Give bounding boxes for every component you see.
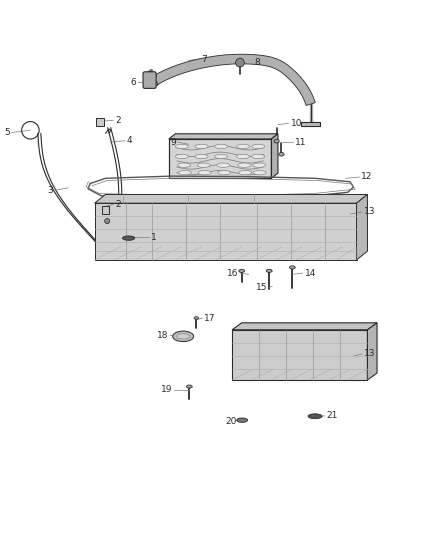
Ellipse shape xyxy=(252,144,265,149)
Ellipse shape xyxy=(253,171,266,175)
Polygon shape xyxy=(272,134,278,179)
Polygon shape xyxy=(169,134,278,139)
Ellipse shape xyxy=(253,163,266,167)
Ellipse shape xyxy=(195,154,208,159)
Text: 14: 14 xyxy=(304,269,316,278)
Ellipse shape xyxy=(217,163,230,167)
Ellipse shape xyxy=(198,171,211,175)
Ellipse shape xyxy=(123,236,135,240)
Polygon shape xyxy=(169,139,272,179)
Ellipse shape xyxy=(239,171,252,175)
Ellipse shape xyxy=(195,144,208,149)
Ellipse shape xyxy=(178,171,191,175)
Text: 21: 21 xyxy=(326,411,338,421)
Ellipse shape xyxy=(290,266,295,269)
Text: 9: 9 xyxy=(170,138,176,147)
Polygon shape xyxy=(357,195,367,260)
Text: 15: 15 xyxy=(256,283,268,292)
Text: 8: 8 xyxy=(255,58,261,67)
Text: 11: 11 xyxy=(295,138,307,147)
FancyBboxPatch shape xyxy=(143,72,156,88)
Ellipse shape xyxy=(197,163,210,167)
Ellipse shape xyxy=(237,154,250,159)
Text: 13: 13 xyxy=(364,349,375,358)
Text: 17: 17 xyxy=(204,313,215,322)
Ellipse shape xyxy=(194,317,198,319)
Text: 12: 12 xyxy=(361,173,373,182)
Text: 2: 2 xyxy=(115,200,121,209)
Text: 5: 5 xyxy=(4,128,10,137)
Text: 20: 20 xyxy=(226,417,237,426)
Circle shape xyxy=(105,219,110,224)
FancyBboxPatch shape xyxy=(102,206,110,214)
Text: 3: 3 xyxy=(48,185,53,195)
Ellipse shape xyxy=(237,144,250,149)
Ellipse shape xyxy=(187,385,192,388)
Polygon shape xyxy=(95,203,357,260)
Text: 6: 6 xyxy=(131,78,137,87)
Ellipse shape xyxy=(177,163,191,167)
Ellipse shape xyxy=(215,144,228,149)
Ellipse shape xyxy=(173,331,194,342)
Ellipse shape xyxy=(175,154,188,159)
Polygon shape xyxy=(301,122,320,126)
Polygon shape xyxy=(232,330,367,380)
Ellipse shape xyxy=(215,154,228,159)
Text: 16: 16 xyxy=(227,269,238,278)
FancyBboxPatch shape xyxy=(96,118,104,126)
Ellipse shape xyxy=(266,269,272,272)
Polygon shape xyxy=(367,323,377,380)
Polygon shape xyxy=(148,54,315,106)
Ellipse shape xyxy=(238,163,251,167)
Text: 2: 2 xyxy=(115,116,121,125)
Text: 7: 7 xyxy=(201,54,207,63)
Circle shape xyxy=(236,58,244,67)
Text: 18: 18 xyxy=(157,331,168,340)
Text: 13: 13 xyxy=(364,207,375,216)
Polygon shape xyxy=(95,195,367,203)
Ellipse shape xyxy=(237,418,247,422)
Ellipse shape xyxy=(274,140,279,143)
Ellipse shape xyxy=(252,154,265,159)
Text: 19: 19 xyxy=(161,385,173,394)
Ellipse shape xyxy=(239,269,244,272)
Ellipse shape xyxy=(177,334,190,339)
Ellipse shape xyxy=(308,414,322,418)
Text: 1: 1 xyxy=(151,233,157,242)
Ellipse shape xyxy=(279,152,284,156)
Text: 10: 10 xyxy=(290,119,302,128)
Ellipse shape xyxy=(218,171,231,175)
Text: 4: 4 xyxy=(127,136,133,146)
Ellipse shape xyxy=(175,144,188,149)
Polygon shape xyxy=(232,323,377,330)
